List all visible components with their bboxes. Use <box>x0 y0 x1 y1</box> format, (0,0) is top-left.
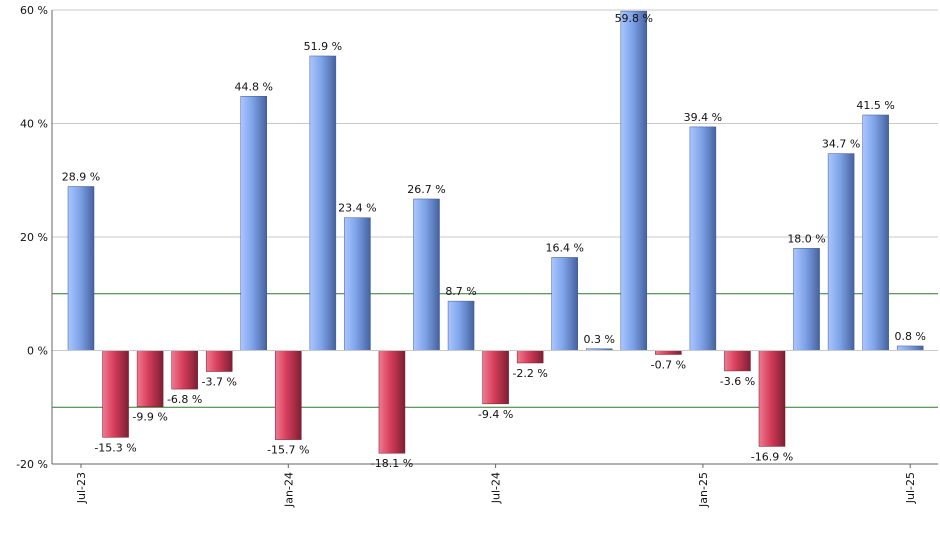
bar <box>378 350 406 454</box>
x-tick-label: Jul-25 <box>904 472 917 504</box>
bar <box>205 350 233 372</box>
bar <box>551 257 578 351</box>
data-label: 28.9 % <box>62 170 100 183</box>
x-tick-label: Jul-24 <box>490 472 503 504</box>
data-label: -16.9 % <box>751 450 793 463</box>
bar <box>309 55 337 351</box>
data-label: -0.7 % <box>651 358 686 371</box>
gridlines <box>52 9 938 238</box>
bar <box>136 350 164 407</box>
bar <box>896 345 924 351</box>
data-label: -15.7 % <box>267 444 309 457</box>
bar <box>862 114 889 351</box>
bars <box>67 10 924 454</box>
bar <box>827 153 855 351</box>
bar <box>482 350 509 405</box>
bar <box>793 248 820 351</box>
data-label: 59.8 % <box>615 12 653 25</box>
data-label: -6.8 % <box>167 393 202 406</box>
data-label: -9.9 % <box>132 411 167 424</box>
data-label: 18.0 % <box>787 232 825 245</box>
data-label: 23.4 % <box>338 202 376 215</box>
data-label: -15.3 % <box>94 441 136 454</box>
bar <box>275 350 302 440</box>
x-tick-label: Jul-23 <box>75 472 88 504</box>
data-label: 16.4 % <box>545 241 583 254</box>
data-labels: 28.9 % -15.3 % -9.9 %-6.8 % -3.7 % 44.8 % -15… <box>62 12 926 470</box>
y-tick-label: 0 % <box>27 345 48 358</box>
bar <box>516 350 544 364</box>
bar <box>447 300 475 351</box>
data-label: -2.2 % <box>512 367 547 380</box>
bar <box>758 350 786 447</box>
bar <box>240 96 267 351</box>
data-label: 39.4 % <box>684 111 722 124</box>
bar <box>655 350 682 355</box>
bar <box>413 198 440 351</box>
data-label: 8.7 % <box>445 285 476 298</box>
bar <box>102 350 129 438</box>
x-tick-label: Jan-25 <box>697 472 710 508</box>
data-label: 0.8 % <box>894 330 925 343</box>
bar <box>620 10 648 351</box>
x-tick-label: Jan-24 <box>282 472 295 508</box>
bar <box>171 350 198 390</box>
data-label: -18.1 % <box>371 457 413 470</box>
data-label: 41.5 % <box>856 99 894 112</box>
data-label: 26.7 % <box>407 183 445 196</box>
y-tick-label: 40 % <box>20 118 48 131</box>
y-tick-label: 60 % <box>20 4 48 17</box>
y-tick-label: -20 % <box>16 458 48 471</box>
axes: -20 % 0 % 20 % 40 % 60 % Jul-23 Jan-24 Jul-24 Ja… <box>16 4 938 508</box>
reference-lines <box>52 293 938 408</box>
bar <box>689 126 717 351</box>
bar <box>344 217 371 351</box>
data-label: 44.8 % <box>235 80 273 93</box>
bar <box>67 186 95 351</box>
data-label: -9.4 % <box>478 408 513 421</box>
data-label: -3.6 % <box>720 375 755 388</box>
bar <box>724 350 751 372</box>
y-tick-label: 20 % <box>20 231 48 244</box>
data-label: -3.7 % <box>201 375 236 388</box>
data-label: 0.3 % <box>584 333 615 346</box>
data-label: 51.9 % <box>304 40 342 53</box>
data-label: 34.7 % <box>822 138 860 151</box>
